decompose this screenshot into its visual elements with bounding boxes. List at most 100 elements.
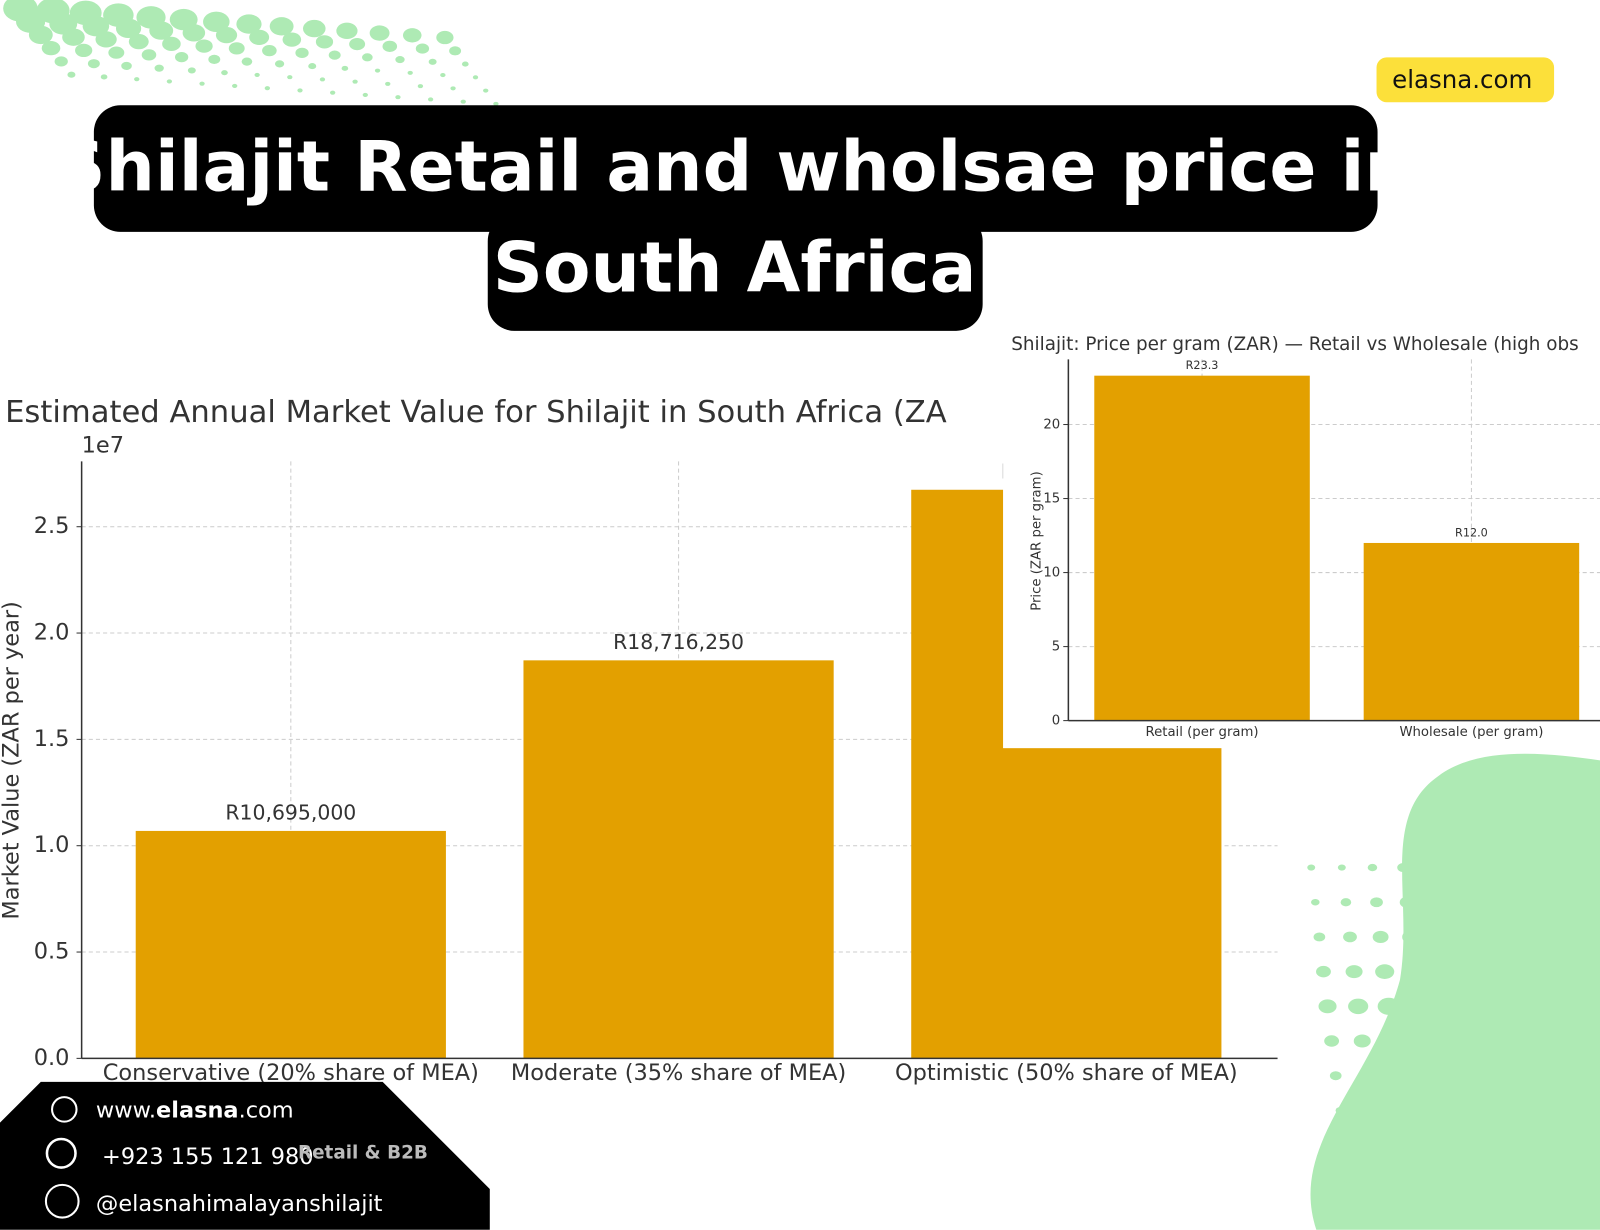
decor-dot xyxy=(382,40,398,52)
decor-dot xyxy=(175,52,189,63)
decor-dot xyxy=(108,46,125,59)
decor-dot xyxy=(472,75,479,80)
decor-dot xyxy=(254,72,260,77)
heading: Shilajit Retail and wholsae price in Sou… xyxy=(56,57,1555,331)
decor-dot xyxy=(341,65,349,71)
decor-dot xyxy=(483,88,489,93)
y-tick-label: 0 xyxy=(1052,714,1060,729)
decor-dot xyxy=(1340,898,1352,907)
decor-dot xyxy=(1399,896,1415,908)
y-tick-label: 1.0 xyxy=(34,832,70,858)
decor-dot xyxy=(449,46,462,56)
decor-dot xyxy=(28,25,53,45)
decor-dot xyxy=(1318,999,1337,1014)
decor-dot xyxy=(1397,863,1409,873)
decor-dot xyxy=(208,54,221,64)
heading-box xyxy=(487,214,983,331)
decor-dot xyxy=(282,32,302,47)
decor-dot xyxy=(62,28,85,46)
decor-dot xyxy=(415,43,430,54)
decor-dot xyxy=(369,25,390,41)
y-tick-label: 0.5 xyxy=(34,939,70,965)
y-offset-label: 1e7 xyxy=(82,433,124,459)
decor-dot xyxy=(303,19,326,38)
decor-dot xyxy=(128,33,149,50)
handle[interactable]: @elasnahimalayanshilajit xyxy=(96,1191,383,1217)
decor-dot xyxy=(1343,931,1357,943)
value-label: R23.3 xyxy=(1186,359,1219,372)
footer-box xyxy=(0,1081,490,1230)
decor-dot xyxy=(1339,1142,1348,1149)
decor-dot xyxy=(100,74,108,80)
decor-dot xyxy=(1345,965,1363,979)
y-tick-label: 20 xyxy=(1043,418,1060,433)
brand-badge[interactable] xyxy=(1376,57,1555,103)
bar xyxy=(1363,542,1580,721)
decor-dot xyxy=(41,41,61,56)
decor-dot xyxy=(1388,1069,1405,1082)
footer: www.elasna.com +923 155 121 980 Retail &… xyxy=(0,1081,490,1230)
decor-dot xyxy=(336,22,358,39)
chart-title: Estimated Annual Market Value for Shilaj… xyxy=(5,395,947,430)
x-tick-label: Optimistic (50% share of MEA) xyxy=(895,1060,1238,1086)
value-label: R10,695,000 xyxy=(225,801,356,825)
decor-dot xyxy=(1374,1176,1383,1183)
decor-dot xyxy=(228,42,245,55)
decor-dot xyxy=(362,53,373,62)
bar xyxy=(523,660,834,1059)
bar xyxy=(1094,375,1310,721)
decor-dot xyxy=(121,61,132,70)
website-prefix[interactable]: www. xyxy=(96,1097,156,1123)
decor-dot xyxy=(460,99,466,104)
decor-dot xyxy=(1307,864,1316,871)
website-brand[interactable]: elasna xyxy=(156,1097,239,1123)
phone[interactable]: +923 155 121 980 xyxy=(102,1144,314,1170)
x-tick-label: Moderate (35% share of MEA) xyxy=(511,1060,846,1086)
decor-dot xyxy=(395,95,401,100)
decor-dot xyxy=(162,36,181,52)
decor-dot xyxy=(1335,1107,1345,1114)
decor-dot xyxy=(308,63,317,70)
decor-dot xyxy=(1407,996,1432,1016)
decor-dot xyxy=(87,59,100,69)
decor-dot xyxy=(75,43,93,58)
brand[interactable]: elasna.com xyxy=(1392,65,1532,94)
decor-dot xyxy=(249,29,270,45)
decor-dot xyxy=(115,18,142,39)
decor-dot xyxy=(1370,1142,1379,1149)
decor-dot xyxy=(362,92,368,97)
decor-dot xyxy=(269,17,294,36)
website[interactable]: www.elasna.com xyxy=(96,1097,294,1123)
decor-dot xyxy=(1383,1033,1403,1049)
decor-dot xyxy=(215,26,238,44)
decor-dot xyxy=(95,31,117,48)
decor-dot xyxy=(1324,1035,1340,1047)
y-axis-label: Market Value (ZAR per year) xyxy=(0,601,25,919)
decor-dot xyxy=(352,79,358,84)
value-label: R12.0 xyxy=(1455,526,1488,539)
decor-dot xyxy=(427,97,434,102)
decor-dot xyxy=(82,15,110,37)
decor-dot xyxy=(1313,932,1326,942)
decor-dot xyxy=(182,24,206,42)
decor-dot xyxy=(1402,930,1421,944)
heading-line: South Africa xyxy=(493,229,977,309)
x-tick-label: Retail (per gram) xyxy=(1145,725,1258,740)
x-tick-label: Wholesale (per gram) xyxy=(1399,725,1543,740)
decor-dot xyxy=(141,49,157,61)
decor-dot xyxy=(349,37,366,51)
decor-dot xyxy=(402,28,422,43)
y-tick-label: 15 xyxy=(1043,492,1060,507)
decor-dot xyxy=(493,101,499,106)
y-axis-label: Price (ZAR per gram) xyxy=(1030,471,1045,611)
website-suffix[interactable]: .com xyxy=(239,1097,294,1123)
decor-dot xyxy=(385,81,391,86)
decor-dot xyxy=(199,81,205,86)
decor-dot xyxy=(328,50,341,60)
decor-dot xyxy=(1337,864,1346,871)
chart-title: Shilajit: Price per gram (ZAR) — Retail … xyxy=(1011,334,1578,355)
heading-box xyxy=(93,105,1378,232)
decor-dot xyxy=(1343,1176,1352,1183)
